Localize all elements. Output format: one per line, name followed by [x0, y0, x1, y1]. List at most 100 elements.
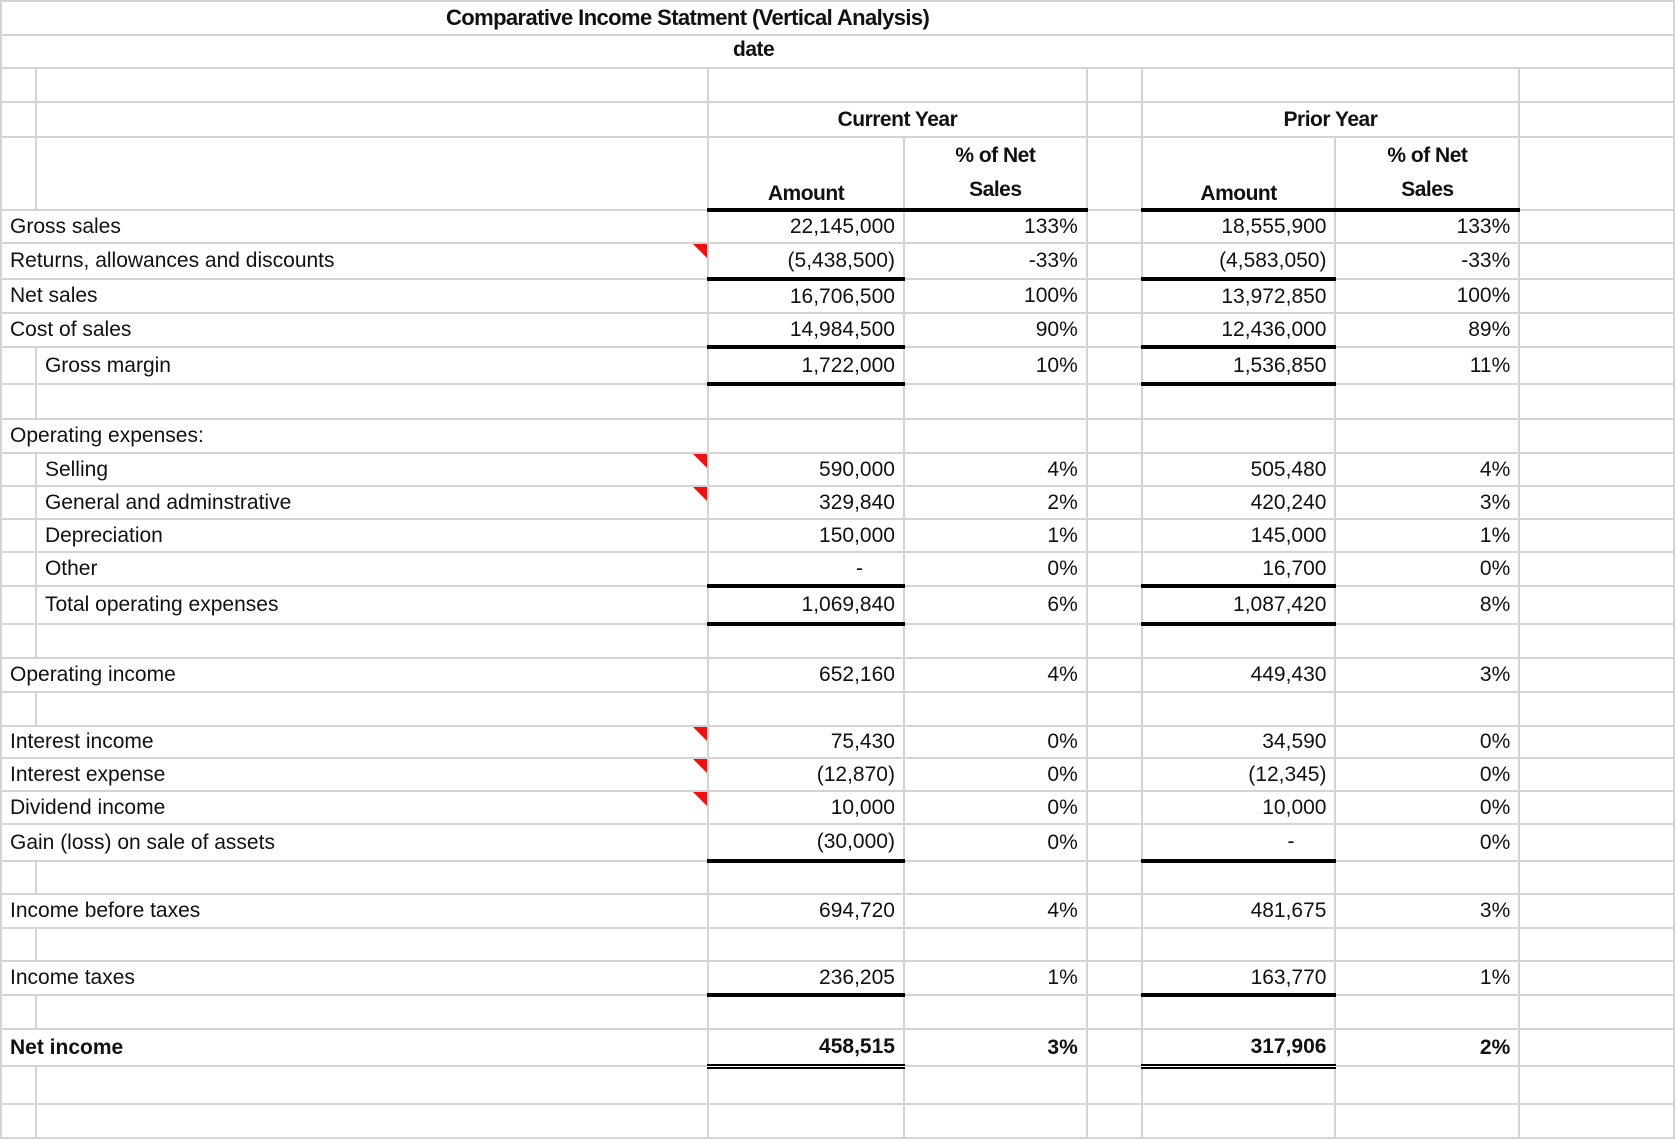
- cell[interactable]: [1518, 960, 1675, 996]
- cell[interactable]: [0, 927, 37, 962]
- prior-year-header[interactable]: Prior Year: [1140, 101, 1521, 138]
- cell[interactable]: [1518, 383, 1675, 420]
- cell[interactable]: [1518, 209, 1675, 244]
- comment-marker-icon[interactable]: [693, 727, 708, 741]
- cell[interactable]: [1334, 623, 1521, 659]
- current-amount[interactable]: 10,000: [707, 790, 905, 825]
- current-amount[interactable]: 22,145,000: [707, 209, 905, 244]
- cell[interactable]: [902, 623, 1088, 659]
- cell[interactable]: [1518, 757, 1675, 792]
- cell[interactable]: [1085, 346, 1143, 385]
- cell[interactable]: [1085, 691, 1143, 727]
- cell[interactable]: [1085, 657, 1143, 693]
- cell[interactable]: [1518, 101, 1675, 138]
- cell[interactable]: [1085, 1065, 1143, 1105]
- cell[interactable]: [1518, 585, 1675, 625]
- prior-amount[interactable]: 10,000: [1140, 790, 1337, 825]
- cell[interactable]: [1518, 551, 1675, 587]
- cell[interactable]: [1518, 893, 1675, 929]
- cell[interactable]: [1085, 485, 1143, 520]
- cell[interactable]: [707, 1103, 905, 1139]
- cell[interactable]: [34, 994, 710, 1030]
- row-label[interactable]: Interest expense: [0, 757, 710, 792]
- cell[interactable]: [902, 927, 1088, 962]
- title-row[interactable]: [0, 0, 1675, 36]
- cell[interactable]: [34, 623, 710, 659]
- cell[interactable]: [902, 383, 1088, 420]
- comment-marker-icon[interactable]: [693, 487, 708, 501]
- cell[interactable]: [707, 383, 905, 420]
- prior-pct[interactable]: 89%: [1334, 312, 1521, 348]
- cell[interactable]: [1085, 383, 1143, 420]
- cell[interactable]: [1085, 757, 1143, 792]
- row-label[interactable]: Selling: [34, 452, 710, 487]
- prior-amount[interactable]: 481,675: [1140, 893, 1337, 929]
- row-label[interactable]: Cost of sales: [0, 312, 710, 348]
- cell[interactable]: [0, 452, 37, 487]
- cell[interactable]: [902, 994, 1088, 1030]
- current-amount[interactable]: 590,000: [707, 452, 905, 487]
- prior-amount[interactable]: 1,087,420: [1140, 585, 1337, 626]
- cell[interactable]: [0, 1103, 37, 1139]
- comment-marker-icon[interactable]: [693, 244, 708, 258]
- cell[interactable]: [34, 691, 710, 727]
- row-label[interactable]: Total operating expenses: [34, 585, 710, 625]
- row-label[interactable]: Interest income: [0, 725, 710, 759]
- cell[interactable]: [1518, 725, 1675, 759]
- prior-pct[interactable]: 100%: [1334, 278, 1521, 314]
- current-pct[interactable]: 1%: [902, 960, 1088, 996]
- prior-amount[interactable]: 18,555,900: [1140, 209, 1337, 244]
- cell[interactable]: [1140, 1065, 1337, 1105]
- row-label[interactable]: Dividend income: [0, 790, 710, 825]
- current-amount[interactable]: (30,000): [707, 823, 905, 863]
- cell[interactable]: [1085, 623, 1143, 659]
- prior-amount[interactable]: 34,590: [1140, 725, 1337, 759]
- cell[interactable]: [1140, 927, 1337, 962]
- cell[interactable]: [1518, 242, 1675, 280]
- cell[interactable]: [1140, 860, 1337, 895]
- prior-pct[interactable]: 8%: [1334, 585, 1521, 625]
- cell[interactable]: [1518, 518, 1675, 553]
- cell[interactable]: [0, 67, 37, 103]
- cell[interactable]: [1518, 485, 1675, 520]
- prior-amount[interactable]: 1,536,850: [1140, 346, 1337, 386]
- cell[interactable]: [707, 418, 905, 454]
- cell[interactable]: [1085, 209, 1143, 244]
- current-amount-header[interactable]: Amount: [707, 136, 905, 212]
- cell[interactable]: [1334, 860, 1521, 895]
- cell[interactable]: [1140, 67, 1521, 103]
- cell[interactable]: [707, 691, 905, 727]
- cell[interactable]: [1140, 994, 1337, 1030]
- cell[interactable]: [0, 860, 37, 895]
- cell[interactable]: [1334, 994, 1521, 1030]
- cell[interactable]: [902, 1103, 1088, 1139]
- prior-pct[interactable]: -33%: [1334, 242, 1521, 280]
- prior-amount[interactable]: 420,240: [1140, 485, 1337, 520]
- cell[interactable]: [34, 101, 710, 138]
- current-amount[interactable]: 150,000: [707, 518, 905, 553]
- cell[interactable]: [1518, 1065, 1675, 1105]
- cell[interactable]: [1085, 823, 1143, 862]
- cell[interactable]: [1518, 452, 1675, 487]
- prior-amount[interactable]: 145,000: [1140, 518, 1337, 553]
- current-amount[interactable]: 14,984,500: [707, 312, 905, 349]
- current-pct[interactable]: 2%: [902, 485, 1088, 520]
- cell[interactable]: [1518, 418, 1675, 454]
- cell[interactable]: [1085, 860, 1143, 895]
- cell[interactable]: [902, 691, 1088, 727]
- current-pct[interactable]: 0%: [902, 790, 1088, 825]
- comment-marker-icon[interactable]: [693, 792, 708, 806]
- cell[interactable]: [707, 623, 905, 659]
- cell[interactable]: [1518, 1103, 1675, 1139]
- comment-marker-icon[interactable]: [693, 454, 708, 468]
- row-label[interactable]: Net income: [0, 1028, 710, 1067]
- cell[interactable]: [1518, 994, 1675, 1030]
- cell[interactable]: [1334, 418, 1521, 454]
- prior-amount[interactable]: 317,906: [1140, 1028, 1337, 1069]
- cell[interactable]: [0, 551, 37, 587]
- row-label[interactable]: Net sales: [0, 278, 710, 314]
- prior-amount-header[interactable]: Amount: [1140, 136, 1337, 212]
- cell[interactable]: [34, 136, 710, 211]
- cell[interactable]: [1334, 1065, 1521, 1105]
- date-row[interactable]: [0, 34, 1675, 69]
